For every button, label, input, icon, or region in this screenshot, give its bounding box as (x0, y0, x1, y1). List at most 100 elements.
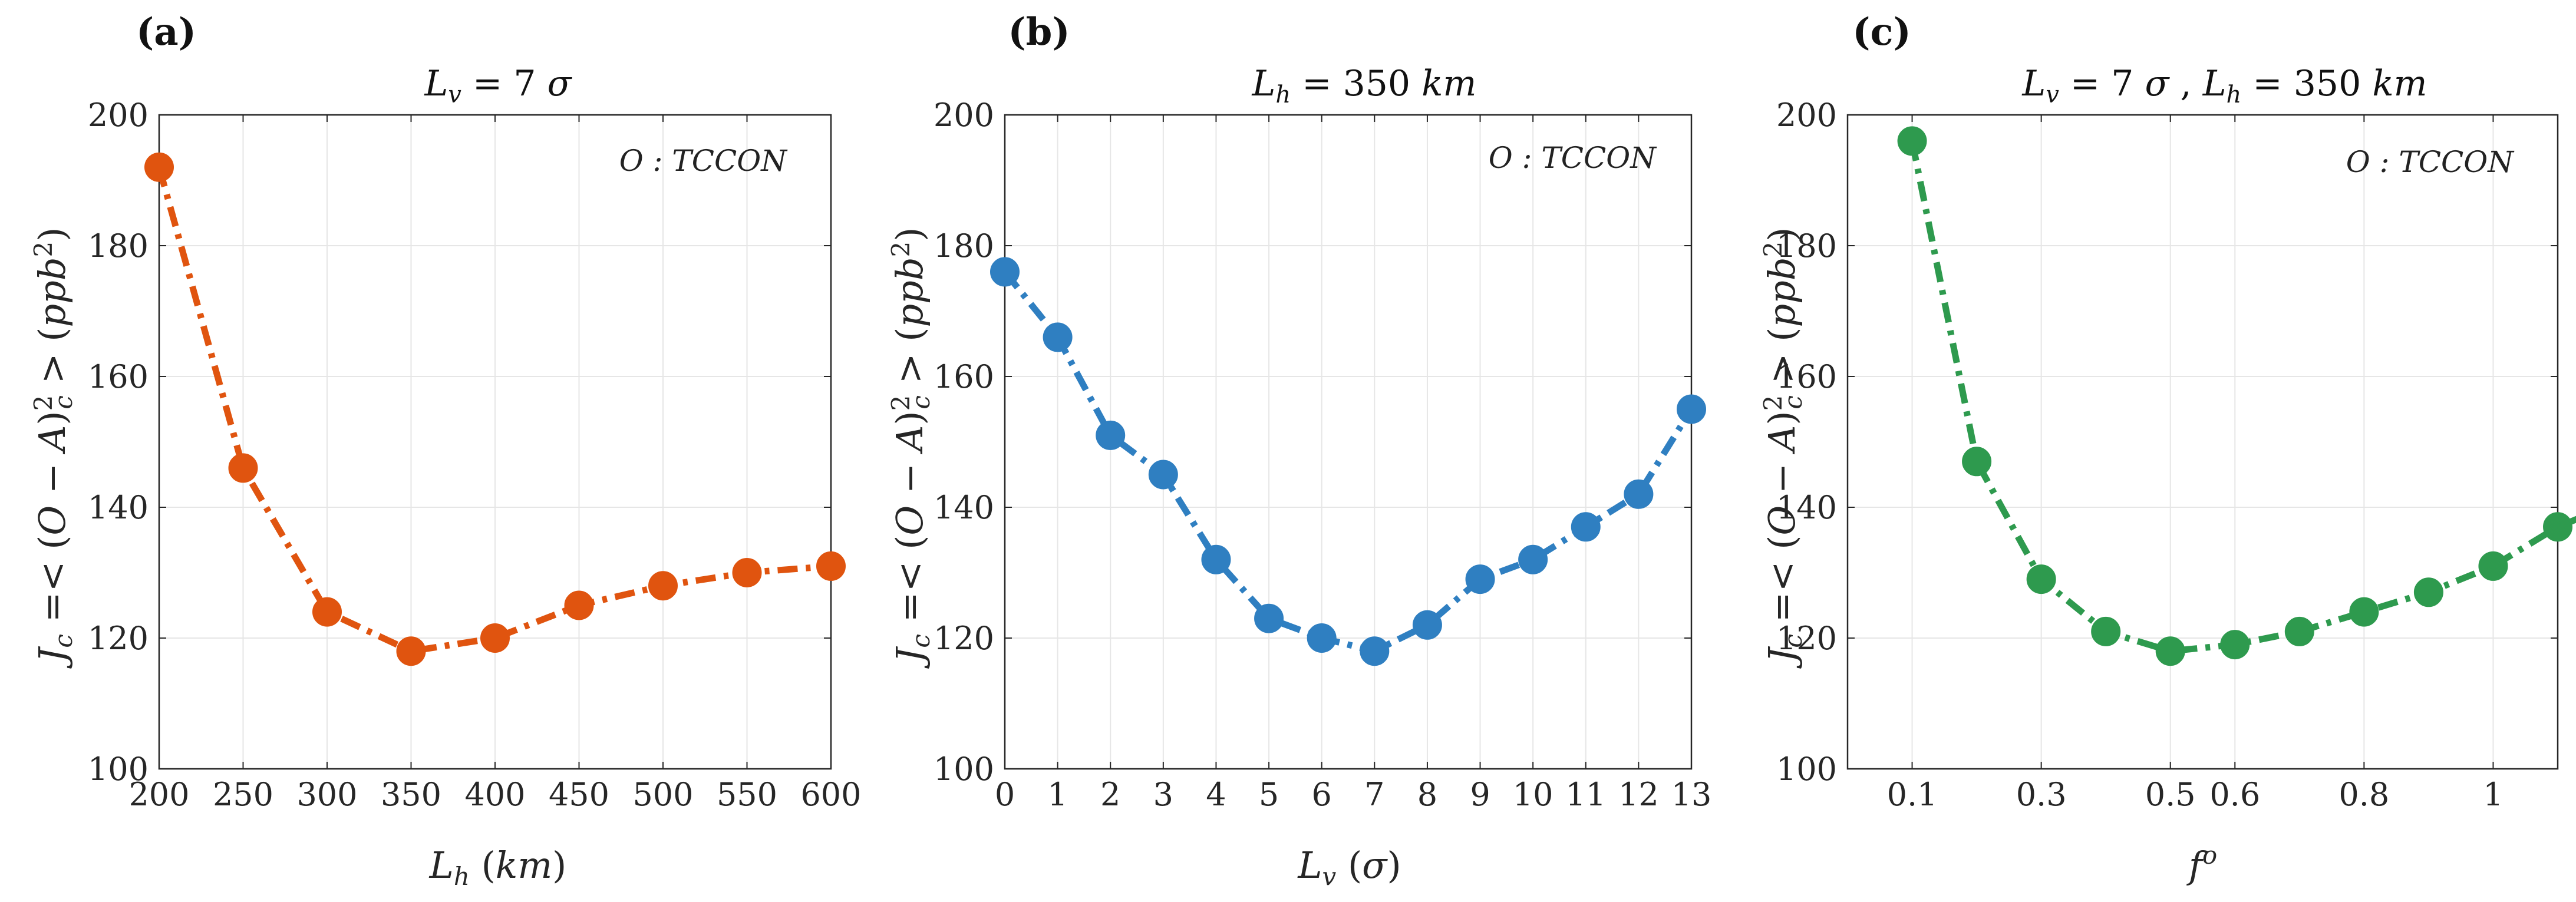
data-point-b-10 (1518, 544, 1548, 574)
panel-label-a: (a) (136, 10, 196, 54)
data-point-b-13 (1677, 394, 1706, 424)
data-point-b-3 (1148, 460, 1178, 490)
data-point-b-1 (1043, 322, 1073, 352)
data-point-a-0 (144, 152, 174, 182)
ylabel-c-o: O (1760, 505, 1803, 536)
ylabel-a-ppb: ppb (31, 257, 74, 327)
xlabel-a-open: ( (470, 844, 496, 887)
y-tick-label-a-1: 120 (88, 620, 149, 657)
chart-title-c: Lv = 7 σ , Lh = 350 km (2021, 63, 2427, 108)
data-point-b-2 (1096, 420, 1126, 450)
annotation-c-text: O : TCCON (2346, 145, 2515, 179)
chart-title-b: Lh = 350 km (1252, 63, 1477, 108)
x-tick-label-c-3: 0.6 (2209, 776, 2260, 813)
x-tick-label-a-1: 250 (213, 776, 273, 813)
x-tick-label-c-4: 0.8 (2338, 776, 2389, 813)
y-tick-label-a-3: 160 (88, 358, 149, 395)
ylabel-c-eq: =< ( (1760, 536, 1803, 635)
ylabel-b-sq: 2 (886, 395, 915, 411)
y-ticks-a: 100 120 140 160 180 200 (88, 97, 831, 788)
x-tick-label-b-13: 13 (1671, 776, 1712, 813)
title-b-lh-sub: h (1275, 81, 1291, 108)
ylabel-a-gt: > ( (31, 328, 74, 396)
chart-panel-a: (a) Lv = 7 σ 200 250 300 350 400 450 500 550 600… (29, 10, 862, 891)
y-tick-label-c-5: 200 (1776, 97, 1837, 134)
annotation-b: O : TCCON (1489, 141, 1657, 175)
xlabel-b-sigma: σ (1362, 844, 1388, 887)
title-c-lh: L (2202, 63, 2227, 104)
y-ticks-c: 100 120 140 160 180 200 (1776, 97, 2558, 788)
ylabel-c-c: c (1779, 634, 1808, 648)
ylabel-a-c: c (49, 634, 78, 648)
y-tick-label-a-5: 200 (88, 97, 149, 134)
axes-box-c (1846, 114, 2559, 770)
annotation-b-text: O : TCCON (1489, 141, 1657, 175)
x-tick-label-b-5: 5 (1259, 776, 1279, 813)
title-c-comma: , (2169, 63, 2202, 104)
ylabel-a-paren: ) (31, 411, 74, 425)
panel-label-c: (c) (1852, 10, 1911, 54)
xlabel-a-sub: h (454, 862, 470, 891)
data-point-a-4 (480, 623, 510, 653)
title-a-lv-value: = 7 (461, 63, 547, 104)
ylabel-a-eq: =< ( (31, 536, 74, 635)
title-c-lv: L (2021, 63, 2046, 104)
data-point-a-2 (312, 597, 342, 627)
x-tick-label-b-3: 3 (1153, 776, 1173, 813)
title-a-lv: L (424, 63, 448, 104)
x-tick-label-a-6: 500 (632, 776, 693, 813)
xlabel-c-sup: o (2202, 841, 2217, 870)
chart-panel-b: (b) Lh = 350 km 0 1 2 3 4 5 6 7 8 9 10 11 12 13 10012… (886, 10, 1711, 891)
x-tick-label-b-8: 8 (1417, 776, 1437, 813)
data-point-a-3 (396, 636, 426, 666)
series-a (144, 152, 846, 666)
panel-label-b: (b) (1008, 10, 1070, 54)
x-tick-label-b-9: 9 (1470, 776, 1490, 813)
title-b-unit: km (1421, 63, 1476, 104)
x-tick-label-b-1: 1 (1047, 776, 1067, 813)
ylabel-c-csub: c (1779, 395, 1808, 409)
chart-panel-c: (c) Lv = 7 σ , Lh = 350 km 0.1 0.3 0.5 0.6 0… (1759, 10, 2576, 887)
data-point-c-7 (2349, 597, 2379, 627)
y-tick-label-c-4: 180 (1776, 227, 1837, 265)
ylabel-c-gt: > ( (1760, 328, 1803, 396)
data-point-c-2 (2026, 564, 2056, 594)
x-tick-label-b-2: 2 (1100, 776, 1120, 813)
ylabel-b-ppbsq: 2 (886, 242, 915, 257)
data-point-c-8 (2413, 577, 2443, 607)
data-point-a-5 (564, 590, 594, 620)
x-tick-label-b-7: 7 (1364, 776, 1384, 813)
title-a-sigma: σ (547, 63, 573, 104)
x-ticks-c: 0.1 0.3 0.5 0.6 0.8 1 (1887, 115, 2504, 813)
ylabel-b-gt: > ( (888, 328, 931, 396)
ylabel-a-ppbsq: 2 (29, 242, 58, 257)
ylabel-a-o: O (31, 505, 74, 536)
y-tick-label-b-4: 180 (934, 227, 994, 265)
x-tick-label-b-6: 6 (1312, 776, 1332, 813)
xlabel-a-l: L (429, 844, 454, 887)
xlabel-b-l: L (1297, 844, 1322, 887)
annotation-a: O : TCCON (619, 144, 788, 178)
x-tick-label-c-0: 0.1 (1887, 776, 1938, 813)
data-point-a-1 (228, 453, 258, 483)
xlabel-a-close: ) (552, 844, 566, 887)
ylabel-b-o: O (888, 505, 931, 536)
data-point-b-7 (1360, 636, 1390, 666)
data-point-c-4 (2155, 636, 2185, 666)
ylabel-a-sq: 2 (29, 395, 58, 411)
data-point-b-11 (1571, 512, 1601, 542)
data-point-c-3 (2091, 616, 2121, 646)
x-tick-label-a-4: 400 (464, 776, 525, 813)
x-tick-label-a-0: 200 (128, 776, 189, 813)
title-c-lh-sub: h (2227, 81, 2242, 108)
xlabel-a-unit: km (496, 844, 552, 887)
x-tick-label-b-11: 11 (1565, 776, 1606, 813)
title-c-lv-sub: v (2046, 81, 2059, 108)
x-axis-label-a: Lh (km) (429, 844, 567, 891)
data-point-a-8 (816, 551, 846, 581)
series-b (990, 257, 1706, 666)
series-c (1897, 126, 2576, 666)
y-tick-label-b-3: 160 (934, 358, 994, 395)
title-c-lh-value: = 350 (2241, 63, 2372, 104)
